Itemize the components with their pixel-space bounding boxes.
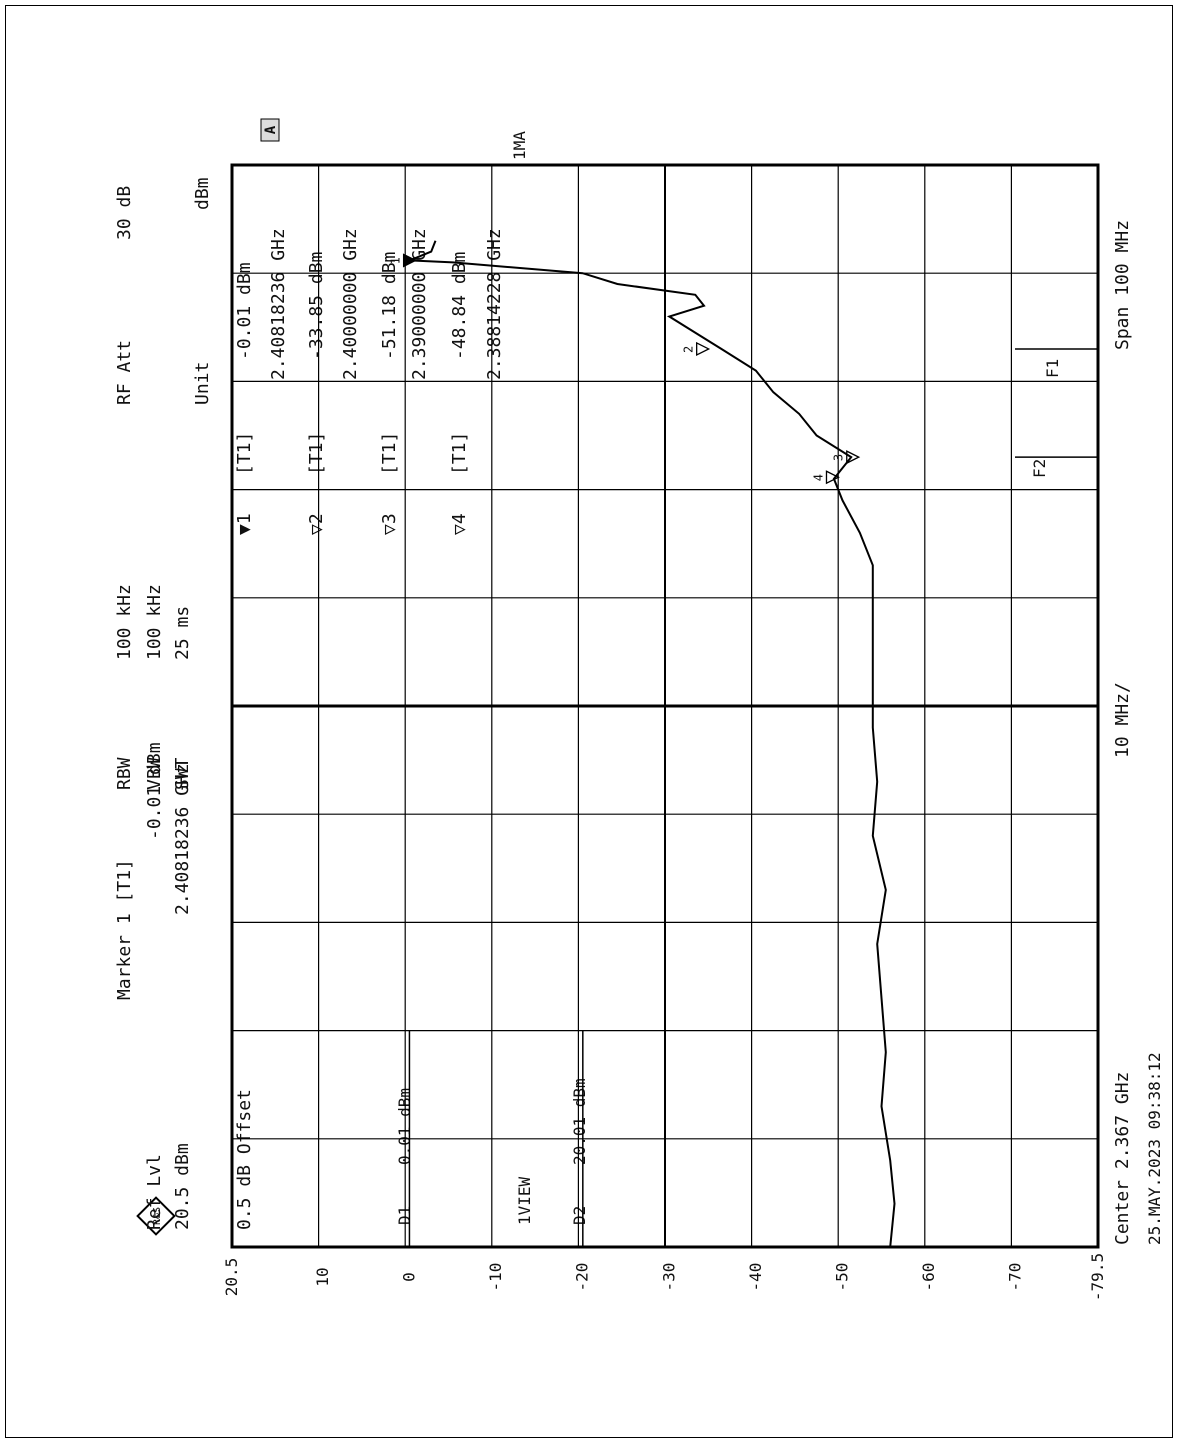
marker-1-label: 1 — [389, 257, 403, 264]
rbw-label: RBW — [114, 757, 135, 790]
marker-1-level: -0.01 dBm — [234, 262, 255, 360]
swt-label: SWT — [172, 757, 193, 790]
y-tick-label: -50 — [833, 1263, 852, 1292]
logo-text: R&S — [152, 1207, 163, 1225]
per-div: 10 MHz/ — [1112, 682, 1133, 758]
ref-lvl-label: Ref Lvl — [144, 1154, 165, 1230]
page-border — [5, 5, 1173, 1438]
center-freq: Center 2.367 GHz — [1112, 1072, 1133, 1245]
marker-title: Marker 1 [T1] — [114, 859, 135, 1000]
trace — [409, 240, 896, 1248]
marker-4-trace: [T1] — [449, 432, 470, 475]
marker-1-symbol-text: ▼1 — [234, 513, 255, 535]
marker-2-symbol — [696, 341, 711, 356]
vbw-value: 100 kHz — [144, 584, 165, 660]
marker-4-label: 4 — [811, 474, 825, 481]
date-stamp: 25.MAY.2023 09:38:12 — [1145, 1052, 1164, 1245]
rf-att-value: 30 dB — [114, 186, 135, 240]
marker-4-freq: 2.38814228 GHz — [484, 228, 505, 380]
marker-symbols: 1 2 3 4 — [389, 253, 861, 485]
y-tick-label: -70 — [1006, 1263, 1025, 1292]
y-tick-label: 0 — [400, 1272, 419, 1282]
marker-3-symbol — [846, 450, 861, 465]
swt-value: 25 ms — [172, 606, 193, 660]
marker-1-trace: [T1] — [234, 432, 255, 475]
d1-value: 0.01 dBm — [395, 1088, 414, 1165]
marker-2-label: 2 — [682, 346, 696, 353]
vbw-label: VBW — [144, 757, 165, 790]
marker-1-symbol — [402, 253, 418, 268]
rf-att-label: RF Att — [114, 340, 135, 405]
y-axis-ticks: 20.5 10 0 -10 -20 -30 -40 -50 -60 -70 -79.5 — [222, 1253, 1107, 1301]
marker-4-symbol-text: ▽4 — [449, 513, 470, 535]
trace-mode-badge: 1MA — [510, 131, 529, 160]
view-mode-badge: 1VIEW — [515, 1176, 534, 1225]
d2-label: D2 — [570, 1206, 589, 1225]
span: Span 100 MHz — [1112, 220, 1133, 350]
y-tick-label: -40 — [746, 1263, 765, 1292]
marker-2-symbol-text: ▽2 — [306, 513, 327, 535]
f1-label: F1 — [1043, 359, 1062, 378]
marker-4-symbol — [825, 470, 840, 485]
marker-3-level: -51.18 dBm — [379, 252, 400, 360]
marker-freq: 2.40818236 GHz — [172, 763, 193, 915]
d1-label: D1 — [395, 1206, 414, 1225]
d2-value: 20.01 dBm — [570, 1078, 589, 1165]
unit-value: dBm — [192, 177, 213, 210]
marker-3-freq: 2.39000000 GHz — [409, 228, 430, 380]
y-tick-label: -20 — [573, 1263, 592, 1292]
marker-3-symbol-text: ▽3 — [379, 513, 400, 535]
marker-1-freq: 2.40818236 GHz — [268, 228, 289, 380]
a-badge-text: A — [263, 125, 279, 134]
reference-lines — [408, 348, 1098, 1247]
a-badge: A — [260, 118, 280, 142]
unit-label: Unit — [192, 362, 213, 405]
marker-3-trace: [T1] — [379, 432, 400, 475]
f2-label: F2 — [1030, 459, 1049, 478]
ref-lvl-value: 20.5 dBm — [172, 1143, 193, 1230]
y-tick-label: -10 — [486, 1263, 505, 1292]
marker-3-label: 3 — [832, 454, 846, 461]
rs-logo: R&S — [136, 1196, 176, 1236]
y-tick-label: 10 — [313, 1267, 332, 1286]
marker-2-trace: [T1] — [306, 432, 327, 475]
y-tick-label: -30 — [659, 1263, 678, 1292]
grid — [230, 163, 1100, 1249]
marker-2-freq: 2.40000000 GHz — [340, 228, 361, 380]
marker-level: -0.01 dBm — [144, 742, 165, 840]
y-tick-label: -60 — [919, 1263, 938, 1292]
rbw-value: 100 kHz — [114, 584, 135, 660]
y-tick-label: -79.5 — [1088, 1253, 1107, 1301]
spectrum-trace — [409, 240, 896, 1248]
offset-annotation: 0.5 dB Offset — [234, 1089, 255, 1230]
y-tick-label: 20.5 — [222, 1258, 241, 1297]
marker-2-level: -33.85 dBm — [306, 252, 327, 360]
marker-4-level: -48.84 dBm — [449, 252, 470, 360]
